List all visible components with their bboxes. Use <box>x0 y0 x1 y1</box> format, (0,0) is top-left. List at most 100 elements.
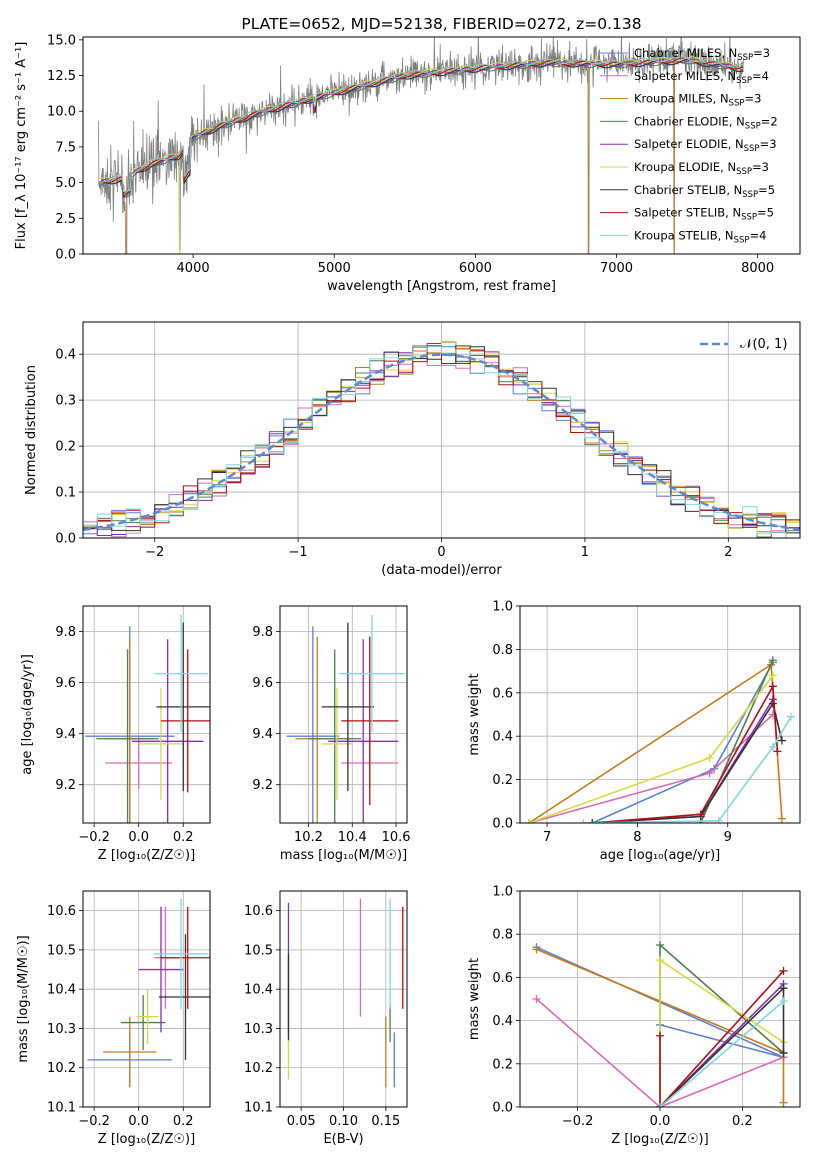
y-tick-label: 9.4 <box>55 727 76 742</box>
legend-entry: Salpeter MILES, NSSP=4 <box>634 69 769 86</box>
plot-area-mass-vs-ebv <box>287 898 404 1088</box>
weight-marker <box>768 682 777 691</box>
axes-frame <box>82 605 211 824</box>
weight-marker <box>525 819 534 823</box>
weight-marker <box>779 984 788 993</box>
axes-frame <box>279 890 408 1108</box>
weight-line-4 <box>592 698 774 823</box>
weight-marker <box>588 819 597 823</box>
y-tick-label: 9.6 <box>55 676 76 691</box>
x-tick-label: −0.2 <box>78 1114 110 1129</box>
x-tick-label: 10.6 <box>382 830 411 845</box>
y-tick-label: 10.2 <box>47 1061 76 1076</box>
weight-marker <box>786 712 795 721</box>
x-axis-label: (data-model)/error <box>381 563 502 578</box>
axes-frame <box>279 605 408 824</box>
y-tick-label: 0.4 <box>492 730 513 745</box>
plot-area-mass-vs-Z <box>87 898 210 1088</box>
weight-line-2 <box>528 663 783 823</box>
x-tick-label: 9 <box>724 830 732 845</box>
y-tick-label: 2.5 <box>55 212 76 227</box>
legend-entry: Chabrier STELIB, NSSP=5 <box>634 183 775 200</box>
chart-weight-vs-Z: −0.2 0.0 0.2 0.0 0.2 0.4 0.6 0.8 1.0 Z [log₁₀(Z/Z… <box>467 885 801 1147</box>
x-axis-label: Z [log₁₀(Z/Z☉)] <box>98 848 195 863</box>
weight-marker <box>705 753 714 762</box>
y-tick-label: 0.4 <box>55 348 76 363</box>
y-tick-label: 10.1 <box>244 1101 273 1116</box>
x-tick-label: 0.0 <box>128 830 149 845</box>
model-line-7 <box>98 57 744 194</box>
y-tick-label: 0.2 <box>55 440 76 455</box>
y-tick-label: 10.6 <box>47 904 76 919</box>
axes-frame <box>82 36 801 255</box>
x-tick-label: −0.2 <box>78 830 110 845</box>
weight-line-5 <box>659 958 784 1107</box>
chart-residuals: −2 −1 0 1 2 0.0 0.1 0.2 0.3 0.4 (data-model)/error… <box>24 321 801 578</box>
x-tick-label: 7 <box>543 830 551 845</box>
chart-age-vs-mass: 10.2 10.4 10.6 9.2 9.4 9.6 9.8 mass [log₁₀(M/M☉… <box>252 605 411 863</box>
x-tick-label: 10.2 <box>294 830 323 845</box>
weight-marker <box>705 769 714 778</box>
x-tick-label: 6000 <box>459 261 492 276</box>
x-tick-label: 0.2 <box>173 830 194 845</box>
weight-marker <box>579 819 588 823</box>
model-line-8 <box>98 55 744 193</box>
weight-marker <box>779 966 788 975</box>
y-tick-label: 0.0 <box>492 1101 513 1116</box>
y-tick-label: 9.8 <box>252 625 273 640</box>
histogram-7 <box>83 345 800 538</box>
weight-marker <box>656 956 664 965</box>
y-tick-label: 0.6 <box>492 971 513 986</box>
x-tick-label: 2 <box>724 545 732 560</box>
x-axis-label: age [log₁₀(age/yr)] <box>600 848 721 863</box>
legend-entry: Salpeter STELIB, NSSP=5 <box>634 206 774 223</box>
y-tick-label: 10.2 <box>244 1061 273 1076</box>
plot-area-weight-vs-Z <box>532 941 788 1107</box>
y-axis-label: Normed distribution <box>24 365 39 495</box>
y-axis-label: mass weight <box>467 958 482 1040</box>
x-tick-label: 7000 <box>600 261 633 276</box>
y-tick-label: 9.2 <box>252 778 273 793</box>
y-tick-label: 10.5 <box>244 943 273 958</box>
x-axis-label: E(B-V) <box>323 1132 363 1147</box>
y-tick-label: 9.6 <box>252 676 273 691</box>
x-tick-label: 0 <box>437 545 445 560</box>
axes-frame <box>82 321 801 539</box>
chart-weight-vs-age: 7 8 9 0.0 0.2 0.4 0.6 0.8 1.0 age [log₁₀(age/yr)]… <box>467 600 801 863</box>
y-tick-label: 12.5 <box>47 69 76 84</box>
weight-marker <box>656 1031 664 1040</box>
weight-line-1 <box>535 998 784 1107</box>
x-tick-label: 5000 <box>318 261 351 276</box>
y-tick-label: 0.0 <box>55 248 76 263</box>
y-tick-label: 0.8 <box>492 643 513 658</box>
y-tick-label: 0.8 <box>492 928 513 943</box>
weight-marker <box>714 816 723 823</box>
y-tick-label: 0.3 <box>55 394 76 409</box>
y-tick-label: 10.4 <box>47 983 76 998</box>
x-tick-label: 4000 <box>177 261 210 276</box>
y-tick-label: 9.2 <box>55 778 76 793</box>
weight-marker <box>768 743 777 752</box>
y-tick-label: 0.2 <box>492 773 513 788</box>
y-tick-label: 0.2 <box>492 1057 513 1072</box>
legend-entry: Chabrier MILES, NSSP=3 <box>634 46 770 63</box>
weight-line-6 <box>659 986 785 1107</box>
y-tick-label: 7.5 <box>55 140 76 155</box>
y-tick-label: 9.4 <box>252 727 273 742</box>
x-tick-label: 8 <box>633 830 641 845</box>
y-axis-label: age [log₁₀(age/yr)] <box>20 654 35 775</box>
x-tick-label: 0.0 <box>128 1114 149 1129</box>
weight-marker <box>777 814 786 823</box>
weight-marker <box>779 997 788 1006</box>
x-tick-label: 0.2 <box>732 1114 753 1129</box>
model-line-3 <box>98 59 744 199</box>
weight-line-7 <box>659 970 785 1107</box>
histogram-8 <box>83 346 800 538</box>
axes-frame <box>82 890 211 1108</box>
chart-spectrum: 4000 5000 6000 7000 8000 0.0 2.5 5.0 7.5 10.0 12.5… <box>14 15 801 294</box>
y-tick-label: 0.6 <box>492 686 513 701</box>
weight-marker <box>656 941 664 949</box>
chart-mass-vs-Z: −0.2 0.0 0.2 10.1 10.2 10.3 10.4 10.5 10.6 Z [log… <box>16 890 211 1147</box>
weight-marker <box>696 810 705 819</box>
y-tick-label: 10.5 <box>47 943 76 958</box>
